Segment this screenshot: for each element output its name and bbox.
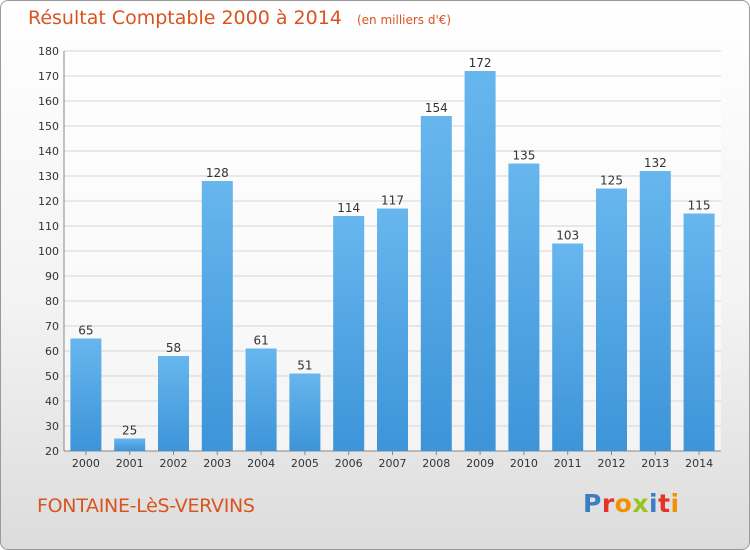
bar [508,163,540,451]
bar-value-label: 58 [166,341,181,355]
x-tick-label: 2007 [379,457,407,470]
bar [201,181,233,451]
bar-value-label: 132 [644,156,667,170]
bar [333,216,365,451]
x-tick-label: 2001 [116,457,144,470]
bar [596,188,627,451]
x-tick-label: 2003 [203,457,231,470]
proxiti-logo: Proxiti [583,489,680,518]
y-tick-label: 60 [45,345,59,358]
bar-value-label: 135 [512,149,535,163]
bar-value-label: 125 [600,174,623,188]
logo-letter: x [632,489,649,518]
bar [683,213,715,451]
logo-letter: P [583,489,602,518]
title-row: Résultat Comptable 2000 à 2014 (en milli… [28,7,451,29]
x-tick-label: 2005 [291,457,319,470]
x-tick-label: 2006 [335,457,363,470]
y-tick-label: 70 [45,320,59,333]
location-name: FONTAINE-LèS-VERVINS [37,495,255,517]
x-tick-label: 2012 [598,457,626,470]
bar-value-label: 115 [688,199,711,213]
x-tick-label: 2000 [72,457,100,470]
x-tick-label: 2010 [510,457,538,470]
logo-letter: r [601,489,615,518]
bar-value-label: 51 [297,359,312,373]
bar-value-label: 117 [381,194,404,208]
y-tick-label: 30 [45,420,59,433]
bar-value-label: 65 [78,324,93,338]
bar-value-label: 154 [425,101,448,115]
x-tick-label: 2011 [554,457,582,470]
y-tick-label: 160 [38,95,59,108]
y-tick-label: 40 [45,395,59,408]
bar [552,243,584,451]
logo-letter: i [649,489,659,518]
bar-value-label: 25 [122,424,137,438]
x-tick-label: 2014 [685,457,713,470]
bar-value-label: 103 [556,229,579,243]
x-tick-label: 2013 [641,457,669,470]
bar-value-label: 128 [206,166,229,180]
bar [158,356,189,451]
y-tick-label: 170 [38,70,59,83]
chart-title: Résultat Comptable 2000 à 2014 [28,7,342,29]
bar [464,71,496,451]
y-tick-label: 130 [38,170,59,183]
bar-value-label: 61 [253,334,268,348]
x-tick-label: 2008 [422,457,450,470]
bar [114,438,146,451]
chart-subtitle: (en milliers d'€) [356,13,452,27]
y-tick-label: 140 [38,145,59,158]
y-tick-label: 110 [38,220,59,233]
bar [420,116,452,451]
logo-letter: i [670,489,680,518]
y-tick-label: 100 [38,245,59,258]
bar [245,348,277,451]
bar [639,171,671,451]
y-tick-label: 180 [38,45,59,58]
bar-value-label: 172 [469,56,492,70]
bar-value-label: 114 [337,201,360,215]
y-tick-label: 20 [45,445,59,458]
x-tick-label: 2002 [160,457,188,470]
y-tick-label: 120 [38,195,59,208]
logo-letter: t [658,489,671,518]
y-tick-label: 80 [45,295,59,308]
bar [289,373,321,451]
x-tick-label: 2009 [466,457,494,470]
y-tick-label: 50 [45,370,59,383]
x-tick-label: 2004 [247,457,275,470]
bar [70,338,102,451]
y-tick-label: 90 [45,270,59,283]
bar [377,208,408,451]
y-tick-label: 150 [38,120,59,133]
logo-letter: o [614,489,633,518]
